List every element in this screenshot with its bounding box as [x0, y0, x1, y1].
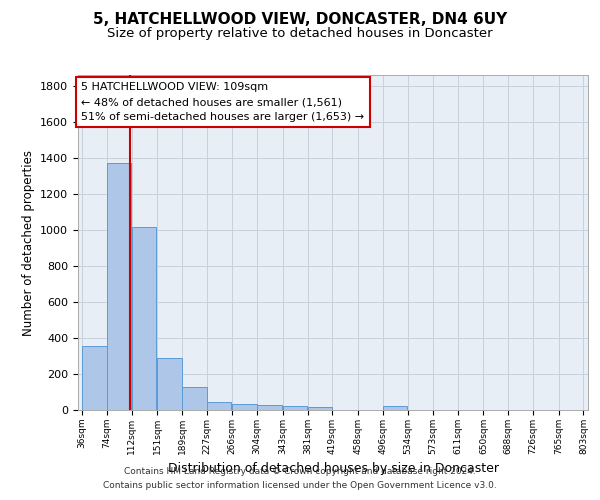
Bar	[232, 404, 257, 410]
Text: Contains public sector information licensed under the Open Government Licence v3: Contains public sector information licen…	[103, 481, 497, 490]
Bar	[157, 358, 182, 410]
Text: 5, HATCHELLWOOD VIEW, DONCASTER, DN4 6UY: 5, HATCHELLWOOD VIEW, DONCASTER, DN4 6UY	[93, 12, 507, 28]
Text: 5 HATCHELLWOOD VIEW: 109sqm
← 48% of detached houses are smaller (1,561)
51% of : 5 HATCHELLWOOD VIEW: 109sqm ← 48% of det…	[81, 82, 364, 122]
Bar	[257, 405, 282, 410]
Bar	[308, 407, 332, 410]
Bar	[182, 388, 206, 410]
Bar	[207, 402, 232, 410]
X-axis label: Distribution of detached houses by size in Doncaster: Distribution of detached houses by size …	[167, 462, 499, 475]
Text: Size of property relative to detached houses in Doncaster: Size of property relative to detached ho…	[107, 28, 493, 40]
Y-axis label: Number of detached properties: Number of detached properties	[22, 150, 35, 336]
Bar	[107, 164, 131, 410]
Bar	[132, 227, 156, 410]
Text: Contains HM Land Registry data © Crown copyright and database right 2024.: Contains HM Land Registry data © Crown c…	[124, 467, 476, 476]
Bar	[82, 346, 107, 410]
Bar	[383, 406, 407, 410]
Bar	[283, 406, 307, 410]
